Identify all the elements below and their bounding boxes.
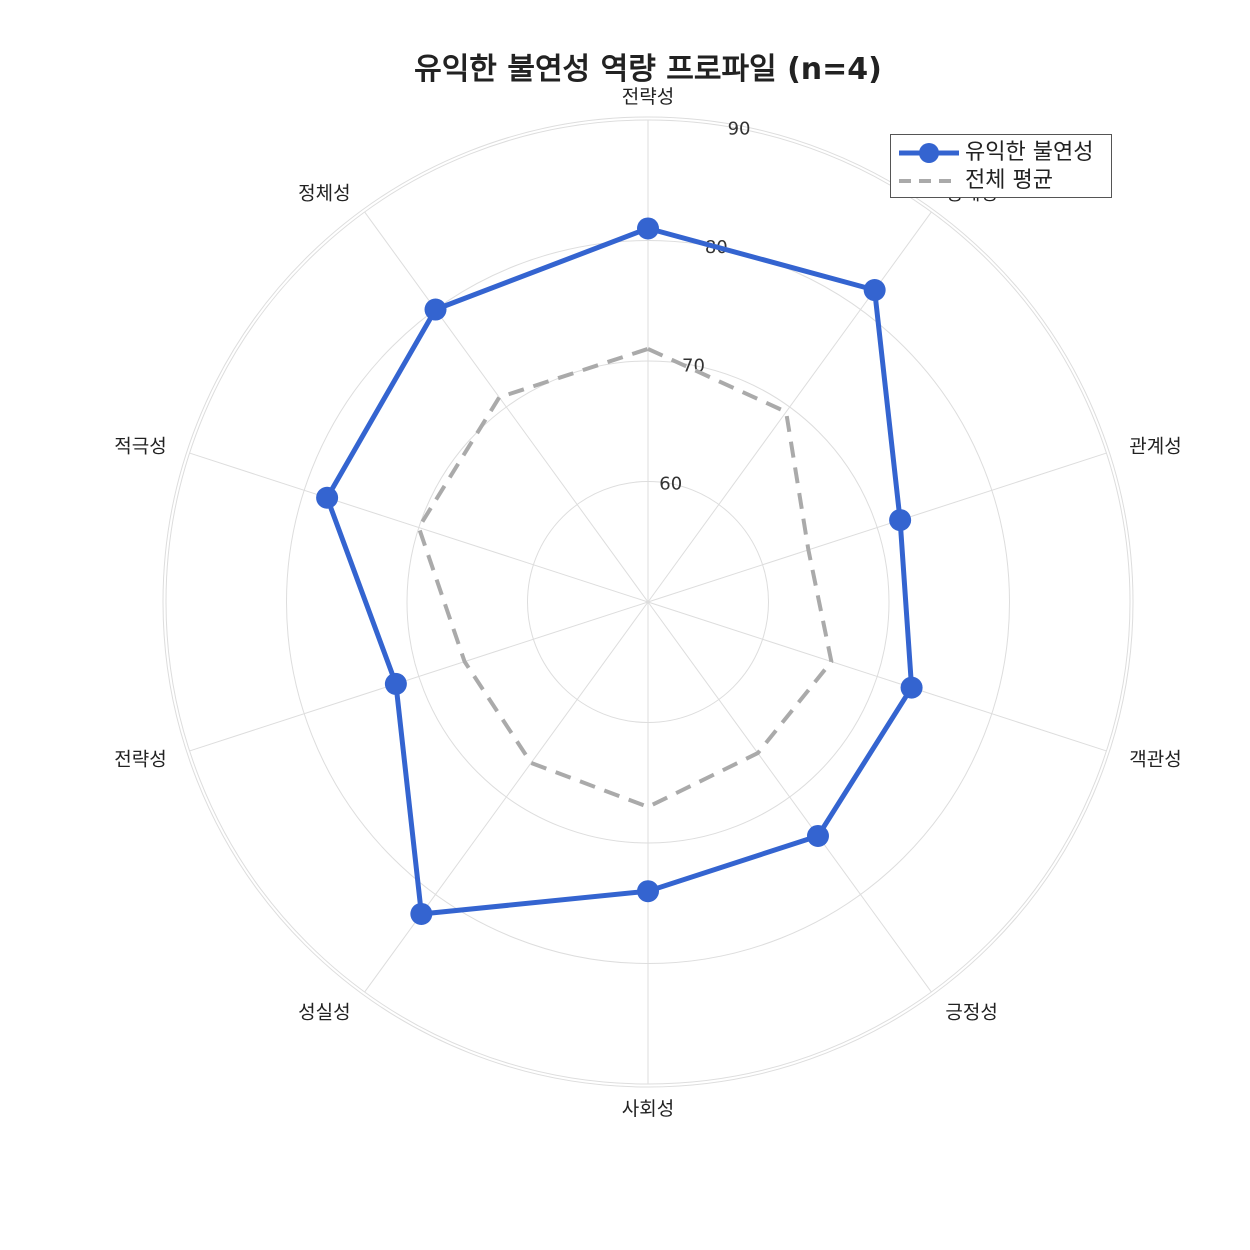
- axis-label: 적극성: [114, 436, 166, 458]
- legend-item-series-2: 전체 평균: [891, 167, 1111, 195]
- legend-label-series-1: 유익한 불연성: [965, 140, 1094, 165]
- data-point: [900, 676, 923, 699]
- spoke-line: [647, 601, 932, 993]
- spoke-line: [189, 452, 649, 603]
- chart-title: 유익한 불연성 역량 프로파일 (n=4): [414, 52, 882, 87]
- axis-label: 전략성: [622, 86, 674, 108]
- legend-label-series-2: 전체 평균: [965, 168, 1053, 193]
- legend-line-solid-icon: [899, 143, 959, 163]
- radar-grid: [162, 116, 1134, 1088]
- series-line-main: [324, 225, 915, 917]
- data-point: [637, 880, 659, 903]
- radial-tick-label: 60: [659, 474, 682, 495]
- spoke-line: [647, 601, 1107, 752]
- axis-label: 사회성: [622, 1098, 674, 1120]
- legend-item-series-1: 유익한 불연성: [891, 139, 1111, 167]
- radial-tick-label: 90: [728, 119, 751, 140]
- spoke-line: [364, 211, 649, 603]
- spoke-line: [189, 601, 649, 752]
- legend: 유익한 불연성 전체 평균: [890, 134, 1112, 198]
- data-series: [316, 217, 923, 925]
- data-point: [316, 486, 339, 509]
- axis-label: 긍정성: [945, 1001, 997, 1023]
- axis-label: 성실성: [298, 1001, 350, 1023]
- data-point: [637, 217, 659, 240]
- data-point: [863, 279, 886, 302]
- axis-label: 정체성: [298, 183, 350, 205]
- data-point: [424, 298, 447, 321]
- spoke-line: [364, 601, 649, 993]
- data-point: [384, 672, 407, 695]
- data-point: [806, 824, 829, 847]
- data-point: [889, 509, 912, 532]
- data-point: [410, 902, 433, 925]
- axis-label: 전략성: [114, 748, 166, 770]
- spoke-line: [647, 452, 1107, 603]
- outer-frame-circle: [162, 116, 1134, 1088]
- spoke-line: [647, 211, 932, 603]
- series-line-average: [416, 346, 834, 809]
- legend-line-dashed-icon: [899, 179, 959, 183]
- axis-label: 관계성: [1129, 436, 1181, 458]
- axis-label: 객관성: [1129, 748, 1181, 770]
